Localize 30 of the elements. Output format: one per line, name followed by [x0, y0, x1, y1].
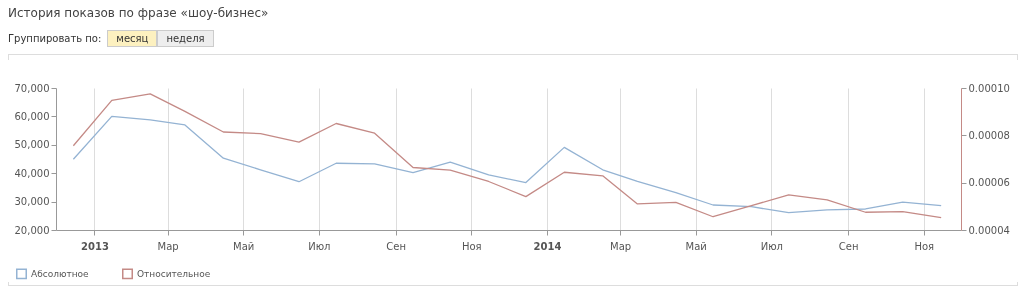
x-tick-label: Май — [685, 240, 707, 252]
y-tick-label: 20,000 — [14, 224, 50, 236]
y2-tick-label: 0.00004 — [968, 224, 1010, 236]
y-tick-label: 60,000 — [14, 110, 50, 122]
toggle-button[interactable]: неделя — [157, 30, 214, 47]
x-tick-label: Ноя — [461, 240, 482, 252]
y2-tick-label: 0.00010 — [968, 82, 1010, 94]
toggle-button[interactable]: месяц — [107, 30, 158, 47]
y-tick-label: 70,000 — [14, 82, 50, 94]
x-tick-label: 2014 — [533, 240, 562, 252]
x-tick-label: Сен — [838, 240, 859, 252]
x-tick-label: 2013 — [81, 240, 109, 252]
line-series — [72, 115, 942, 214]
y2-tick-label: 0.00006 — [968, 177, 1010, 189]
y-tick-label: 50,000 — [14, 139, 50, 151]
x-tick-label: Мар — [157, 240, 179, 252]
line-series — [72, 93, 942, 219]
x-tick-label: Июл — [760, 240, 783, 252]
x-tick-label: Сен — [386, 240, 407, 252]
x-tick-label: Мар — [610, 240, 632, 252]
text: Группировать по: — [8, 33, 102, 44]
y2-tick-label: 0.00008 — [968, 129, 1010, 141]
x-tick-label: Июл — [308, 240, 331, 252]
chart-title: История показов по фразе «шоу-бизнес» — [8, 6, 269, 20]
legend-label: Относительное — [137, 268, 211, 279]
x-tick-label: Ноя — [914, 240, 935, 252]
y-tick-label: 40,000 — [14, 167, 50, 179]
y-tick-label: 30,000 — [14, 196, 50, 208]
legend-label: Абсолютное — [31, 268, 90, 279]
x-tick-label: Май — [233, 240, 255, 252]
